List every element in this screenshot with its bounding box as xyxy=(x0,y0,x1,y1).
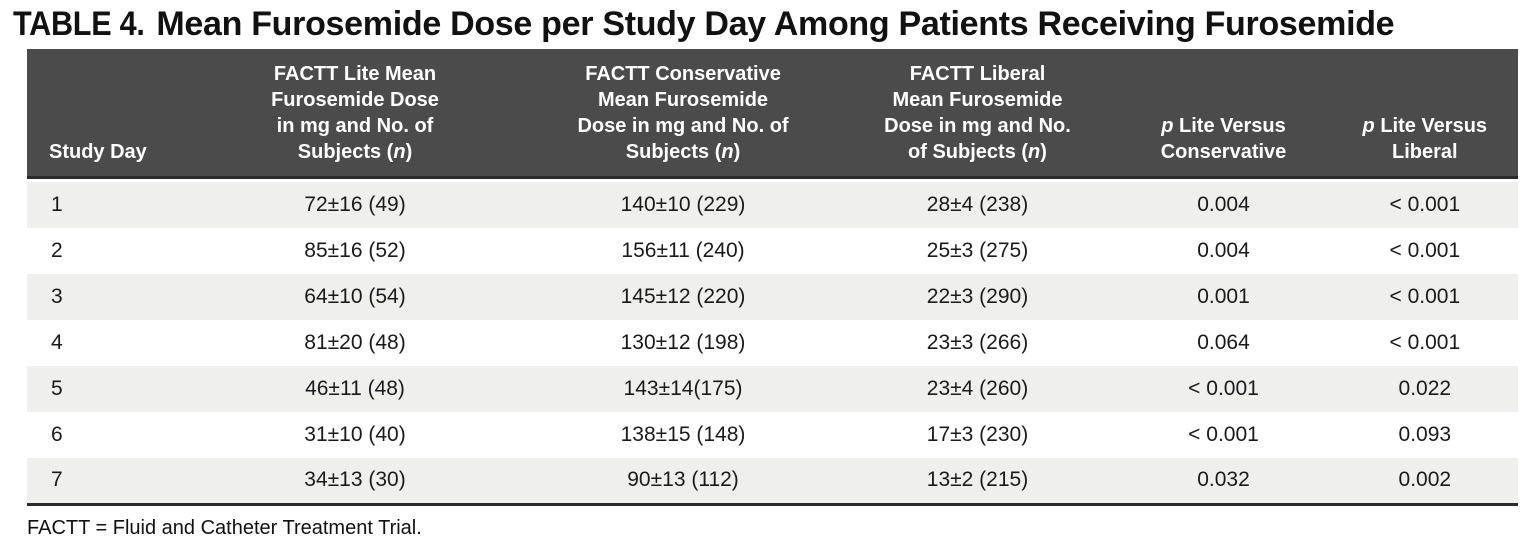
cell-p-lite-vs-conservative: 0.064 xyxy=(1115,320,1332,366)
table-title-label: TABLE 4. xyxy=(13,5,145,43)
cell-liberal-dose: 23±3 (266) xyxy=(839,320,1116,366)
table-title-text: Mean Furosemide Dose per Study Day Among… xyxy=(156,5,1395,43)
cell-study-day: 1 xyxy=(27,182,184,228)
header-text: ) xyxy=(733,140,741,163)
header-italic: p xyxy=(1362,114,1375,137)
header-text: FACTT Conservative Mean Furosemide Dose … xyxy=(577,62,789,163)
column-header-p-lite-vs-liberal: p Lite Versus Liberal xyxy=(1331,49,1518,179)
cell-study-day: 5 xyxy=(27,366,184,412)
cell-lite-dose: 81±20 (48) xyxy=(183,320,527,366)
header-text: Lite Versus Liberal xyxy=(1380,114,1488,163)
table-body: 1 72±16 (49) 140±10 (229) 28±4 (238) 0.0… xyxy=(27,182,1518,506)
header-italic: p xyxy=(1161,114,1174,137)
cell-p-lite-vs-liberal: 0.093 xyxy=(1331,412,1518,458)
table-row-day-4: 4 81±20 (48) 130±12 (198) 23±3 (266) 0.0… xyxy=(27,320,1518,366)
table-header-row: Study Day FACTT Lite Mean Furosemide Dos… xyxy=(27,49,1518,179)
header-text: FACTT Liberal Mean Furosemide Dose in mg… xyxy=(884,62,1071,163)
cell-p-lite-vs-liberal: < 0.001 xyxy=(1331,182,1518,228)
cell-conservative-dose: 130±12 (198) xyxy=(526,320,840,366)
column-header-p-lite-vs-conservative: p Lite Versus Conservative xyxy=(1115,49,1332,179)
cell-study-day: 3 xyxy=(27,274,184,320)
cell-study-day: 6 xyxy=(27,412,184,458)
furosemide-dose-table: Study Day FACTT Lite Mean Furosemide Dos… xyxy=(27,49,1518,506)
table-row-day-5: 5 46±11 (48) 143±14(175) 23±4 (260) < 0.… xyxy=(27,366,1518,412)
column-header-liberal-dose: FACTT Liberal Mean Furosemide Dose in mg… xyxy=(839,49,1116,179)
cell-conservative-dose: 138±15 (148) xyxy=(526,412,840,458)
cell-p-lite-vs-liberal: 0.022 xyxy=(1331,366,1518,412)
table-title: TABLE 4. Mean Furosemide Dose per Study … xyxy=(13,4,1519,44)
cell-liberal-dose: 13±2 (215) xyxy=(839,458,1116,506)
cell-p-lite-vs-liberal: < 0.001 xyxy=(1331,320,1518,366)
cell-liberal-dose: 25±3 (275) xyxy=(839,228,1116,274)
table-header: Study Day FACTT Lite Mean Furosemide Dos… xyxy=(27,49,1518,182)
cell-liberal-dose: 22±3 (290) xyxy=(839,274,1116,320)
cell-lite-dose: 85±16 (52) xyxy=(183,228,527,274)
cell-p-lite-vs-liberal: 0.002 xyxy=(1331,458,1518,506)
cell-conservative-dose: 143±14(175) xyxy=(526,366,840,412)
header-text: Lite Versus Conservative xyxy=(1160,114,1287,163)
table-footnote: FACTT = Fluid and Catheter Treatment Tri… xyxy=(27,516,422,539)
column-header-study-day: Study Day xyxy=(27,49,184,179)
cell-p-lite-vs-conservative: 0.004 xyxy=(1115,228,1332,274)
table-row-day-2: 2 85±16 (52) 156±11 (240) 25±3 (275) 0.0… xyxy=(27,228,1518,274)
cell-lite-dose: 34±13 (30) xyxy=(183,458,527,506)
cell-p-lite-vs-conservative: < 0.001 xyxy=(1115,366,1332,412)
cell-p-lite-vs-conservative: 0.004 xyxy=(1115,182,1332,228)
table-row-day-3: 3 64±10 (54) 145±12 (220) 22±3 (290) 0.0… xyxy=(27,274,1518,320)
cell-liberal-dose: 17±3 (230) xyxy=(839,412,1116,458)
cell-conservative-dose: 156±11 (240) xyxy=(526,228,840,274)
cell-conservative-dose: 140±10 (229) xyxy=(526,182,840,228)
header-italic: n xyxy=(1028,140,1041,163)
cell-study-day: 7 xyxy=(27,458,184,506)
table-row-day-6: 6 31±10 (40) 138±15 (148) 17±3 (230) < 0… xyxy=(27,412,1518,458)
header-text: ) xyxy=(1040,140,1047,163)
cell-p-lite-vs-conservative: 0.001 xyxy=(1115,274,1332,320)
table-row-day-7: 7 34±13 (30) 90±13 (112) 13±2 (215) 0.03… xyxy=(27,458,1518,506)
cell-study-day: 4 xyxy=(27,320,184,366)
cell-liberal-dose: 23±4 (260) xyxy=(839,366,1116,412)
header-text: ) xyxy=(405,140,413,163)
cell-lite-dose: 46±11 (48) xyxy=(183,366,527,412)
header-text: FACTT Lite Mean Furosemide Dose in mg an… xyxy=(271,62,439,163)
header-text: Study Day xyxy=(49,140,147,163)
cell-lite-dose: 31±10 (40) xyxy=(183,412,527,458)
header-italic: n xyxy=(393,140,406,163)
cell-liberal-dose: 28±4 (238) xyxy=(839,182,1116,228)
cell-lite-dose: 64±10 (54) xyxy=(183,274,527,320)
cell-lite-dose: 72±16 (49) xyxy=(183,182,527,228)
cell-conservative-dose: 90±13 (112) xyxy=(526,458,840,506)
cell-p-lite-vs-conservative: < 0.001 xyxy=(1115,412,1332,458)
cell-p-lite-vs-liberal: < 0.001 xyxy=(1331,228,1518,274)
header-italic: n xyxy=(721,140,734,163)
cell-conservative-dose: 145±12 (220) xyxy=(526,274,840,320)
cell-p-lite-vs-liberal: < 0.001 xyxy=(1331,274,1518,320)
column-header-lite-dose: FACTT Lite Mean Furosemide Dose in mg an… xyxy=(183,49,527,179)
cell-p-lite-vs-conservative: 0.032 xyxy=(1115,458,1332,506)
column-header-conservative-dose: FACTT Conservative Mean Furosemide Dose … xyxy=(526,49,840,179)
header-spacer xyxy=(27,177,1518,182)
table-row-day-1: 1 72±16 (49) 140±10 (229) 28±4 (238) 0.0… xyxy=(27,182,1518,228)
cell-study-day: 2 xyxy=(27,228,184,274)
